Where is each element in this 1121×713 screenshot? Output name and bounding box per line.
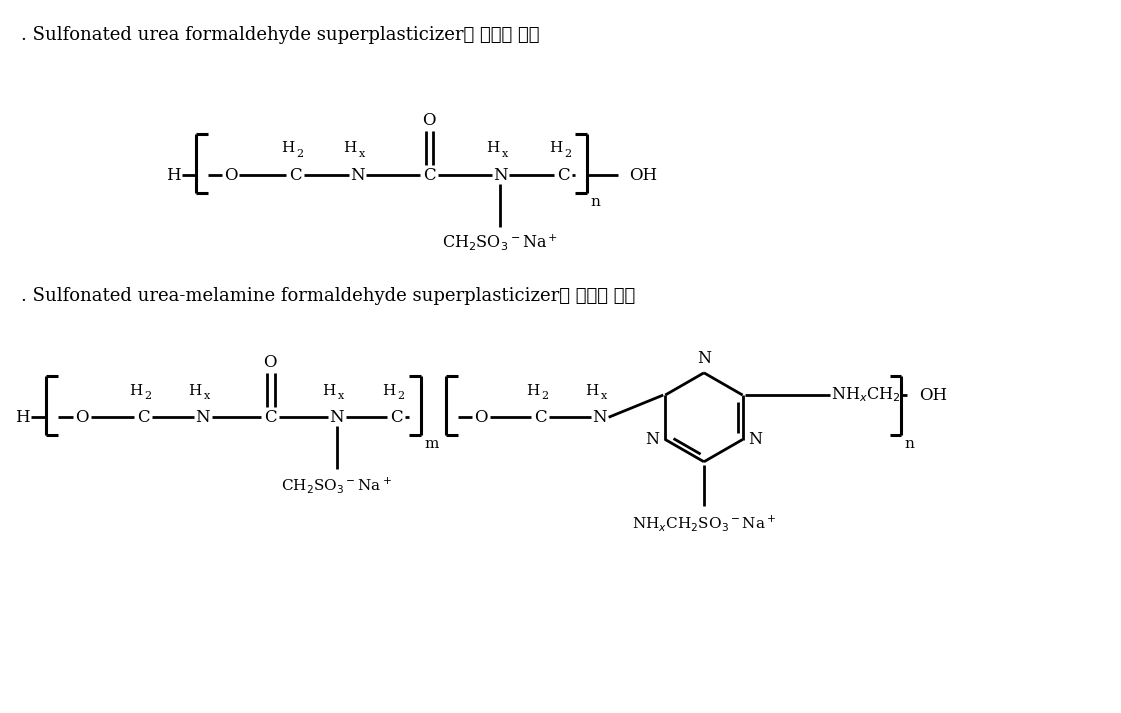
Text: O: O (75, 409, 89, 426)
Text: H: H (382, 384, 396, 398)
Text: n: n (591, 195, 601, 209)
Text: H: H (585, 384, 599, 398)
Text: N: N (330, 409, 344, 426)
Text: C: C (423, 167, 435, 184)
Text: CH$_2$SO$_3$$^-$Na$^+$: CH$_2$SO$_3$$^-$Na$^+$ (281, 475, 392, 495)
Text: H: H (280, 141, 294, 155)
Text: H: H (343, 141, 356, 155)
Text: H: H (323, 384, 335, 398)
Text: 2: 2 (541, 391, 548, 401)
Text: CH$_2$SO$_3$$^-$Na$^+$: CH$_2$SO$_3$$^-$Na$^+$ (443, 232, 558, 252)
Text: H: H (129, 384, 142, 398)
Text: N: N (195, 409, 210, 426)
Text: x: x (359, 149, 364, 159)
Text: x: x (501, 149, 508, 159)
Text: C: C (263, 409, 277, 426)
Text: . Sulfonated urea formaldehyde superplasticizer의 고분자 구조: . Sulfonated urea formaldehyde superplas… (21, 26, 539, 43)
Text: H: H (166, 167, 180, 184)
Text: N: N (749, 431, 762, 448)
Text: O: O (474, 409, 488, 426)
Text: C: C (137, 409, 149, 426)
Text: C: C (289, 167, 302, 184)
Text: x: x (204, 391, 210, 401)
Text: O: O (423, 112, 436, 129)
Text: O: O (224, 167, 238, 184)
Text: C: C (390, 409, 402, 426)
Text: n: n (905, 437, 915, 451)
Text: NH$_x$CH$_2$: NH$_x$CH$_2$ (831, 386, 900, 404)
Text: 2: 2 (145, 391, 151, 401)
Text: N: N (592, 409, 606, 426)
Text: H: H (526, 384, 539, 398)
Text: N: N (493, 167, 508, 184)
Text: OH: OH (919, 386, 947, 404)
Text: C: C (557, 167, 569, 184)
Text: N: N (350, 167, 364, 184)
Text: OH: OH (630, 167, 658, 184)
Text: 2: 2 (564, 149, 571, 159)
Text: N: N (646, 431, 659, 448)
Text: 2: 2 (397, 391, 405, 401)
Text: H: H (15, 409, 29, 426)
Text: x: x (337, 391, 344, 401)
Text: N: N (697, 350, 711, 367)
Text: 2: 2 (296, 149, 303, 159)
Text: H: H (487, 141, 500, 155)
Text: H: H (188, 384, 202, 398)
Text: m: m (424, 437, 438, 451)
Text: H: H (549, 141, 562, 155)
Text: C: C (534, 409, 546, 426)
Text: x: x (601, 391, 606, 401)
Text: O: O (263, 354, 277, 371)
Text: NH$_x$CH$_2$SO$_3$$^-$Na$^+$: NH$_x$CH$_2$SO$_3$$^-$Na$^+$ (632, 513, 776, 533)
Text: . Sulfonated urea-melamine formaldehyde superplasticizer의 고분자 구조: . Sulfonated urea-melamine formaldehyde … (21, 287, 636, 304)
